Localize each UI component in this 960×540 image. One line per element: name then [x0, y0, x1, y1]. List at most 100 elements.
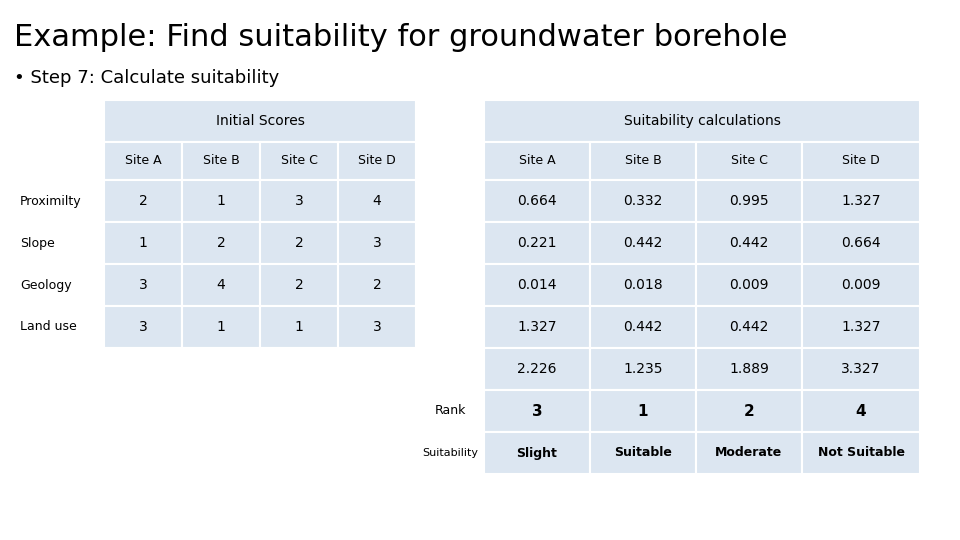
Text: Geology: Geology — [20, 279, 72, 292]
Text: 0.442: 0.442 — [730, 236, 769, 250]
Bar — [484, 180, 590, 222]
Bar — [696, 142, 802, 180]
Bar — [484, 348, 590, 390]
Bar — [14, 306, 104, 348]
Bar — [416, 222, 484, 264]
Bar — [416, 264, 484, 306]
Text: Site D: Site D — [842, 154, 880, 167]
Bar — [338, 306, 416, 348]
Text: 0.332: 0.332 — [623, 194, 662, 208]
Bar — [416, 180, 484, 222]
Bar — [182, 390, 260, 432]
Text: 3: 3 — [372, 236, 381, 250]
Bar — [260, 390, 338, 432]
Text: 3: 3 — [532, 403, 542, 418]
Text: 2: 2 — [295, 236, 303, 250]
Text: Site C: Site C — [280, 154, 318, 167]
Bar — [590, 390, 696, 432]
Text: 0.664: 0.664 — [841, 236, 881, 250]
Bar — [260, 180, 338, 222]
Bar — [696, 306, 802, 348]
Bar — [416, 348, 484, 390]
Bar — [696, 348, 802, 390]
Text: 2: 2 — [217, 236, 226, 250]
Text: 3: 3 — [372, 320, 381, 334]
Bar — [416, 390, 484, 432]
Bar — [416, 142, 484, 180]
Text: Slope: Slope — [20, 237, 55, 249]
Text: Suitable: Suitable — [614, 447, 672, 460]
Bar — [590, 306, 696, 348]
Bar — [802, 222, 920, 264]
Bar — [14, 100, 104, 142]
Bar — [182, 180, 260, 222]
Text: Land use: Land use — [20, 321, 77, 334]
Bar — [590, 142, 696, 180]
Bar — [484, 142, 590, 180]
Bar — [696, 390, 802, 432]
Text: 2: 2 — [138, 194, 148, 208]
Text: 0.664: 0.664 — [517, 194, 557, 208]
Text: 0.442: 0.442 — [623, 320, 662, 334]
Bar — [14, 432, 104, 474]
Bar — [590, 348, 696, 390]
Text: 4: 4 — [372, 194, 381, 208]
Bar — [338, 264, 416, 306]
Text: Example: Find suitability for groundwater borehole: Example: Find suitability for groundwate… — [14, 24, 787, 52]
Bar — [14, 222, 104, 264]
Bar — [484, 264, 590, 306]
Text: 1.327: 1.327 — [841, 194, 880, 208]
Text: 0.018: 0.018 — [623, 278, 662, 292]
Bar — [182, 264, 260, 306]
Text: Site A: Site A — [125, 154, 161, 167]
Text: 1.327: 1.327 — [517, 320, 557, 334]
Text: 2.226: 2.226 — [517, 362, 557, 376]
Bar — [802, 348, 920, 390]
Bar — [590, 432, 696, 474]
Text: 2: 2 — [372, 278, 381, 292]
Text: 0.009: 0.009 — [841, 278, 880, 292]
Text: Slight: Slight — [516, 447, 558, 460]
Bar — [338, 222, 416, 264]
Bar — [484, 432, 590, 474]
Bar — [696, 222, 802, 264]
Bar — [14, 264, 104, 306]
Bar — [802, 180, 920, 222]
Bar — [260, 222, 338, 264]
Text: 1: 1 — [217, 320, 226, 334]
Bar — [104, 180, 182, 222]
Text: Site A: Site A — [518, 154, 555, 167]
Bar — [182, 348, 260, 390]
Text: Initial Scores: Initial Scores — [216, 114, 304, 128]
Bar — [104, 390, 182, 432]
Text: 0.014: 0.014 — [517, 278, 557, 292]
Bar — [338, 348, 416, 390]
Bar — [484, 306, 590, 348]
Bar — [182, 142, 260, 180]
Bar — [484, 390, 590, 432]
Text: Suitability: Suitability — [422, 448, 478, 458]
Bar — [14, 390, 104, 432]
Bar — [416, 306, 484, 348]
Text: 1: 1 — [637, 403, 648, 418]
Text: Site D: Site D — [358, 154, 396, 167]
Bar — [104, 100, 416, 142]
Bar — [260, 348, 338, 390]
Text: 1: 1 — [295, 320, 303, 334]
Text: 1.327: 1.327 — [841, 320, 880, 334]
Bar — [484, 100, 920, 142]
Bar — [260, 432, 338, 474]
Bar — [802, 264, 920, 306]
Text: Moderate: Moderate — [715, 447, 782, 460]
Bar — [260, 142, 338, 180]
Bar — [696, 432, 802, 474]
Bar — [590, 222, 696, 264]
Text: Site C: Site C — [731, 154, 767, 167]
Text: 0.221: 0.221 — [517, 236, 557, 250]
Text: 3: 3 — [295, 194, 303, 208]
Text: 1.235: 1.235 — [623, 362, 662, 376]
Text: 1: 1 — [138, 236, 148, 250]
Bar — [416, 100, 484, 142]
Text: 0.442: 0.442 — [730, 320, 769, 334]
Text: Suitability calculations: Suitability calculations — [624, 114, 780, 128]
